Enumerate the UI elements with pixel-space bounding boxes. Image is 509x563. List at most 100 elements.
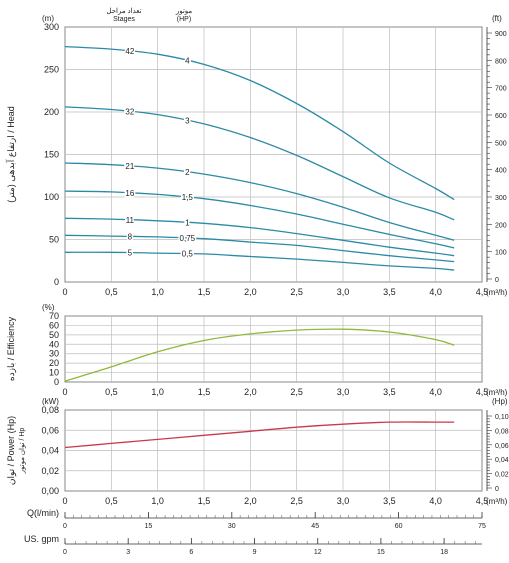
extra-axis-tick-label: 15: [145, 523, 153, 530]
x-tick-label: 2,0: [244, 387, 257, 397]
extra-axis-title: Q(l/min): [27, 508, 59, 518]
panel-power: 0 0,5 1,0 1,5 2,0 2,5 3,0 3,5 4,0 4,5(m³/h) 0,00 0,…: [6, 397, 509, 506]
hp-label: 1,5: [182, 193, 194, 202]
x-tick-label: 2,0: [244, 496, 257, 506]
x-tick-label: 0: [62, 496, 67, 506]
extra-axis-tick-label: 60: [395, 523, 403, 530]
x-tick-label: 4,5: [476, 496, 489, 506]
y-tick-label: 150: [44, 150, 59, 160]
extra-axis-0: 0 15 30 45 60 75 Q(l/min): [27, 508, 486, 530]
x-tick-label: 0,5: [105, 496, 118, 506]
right-tick-label: 700: [495, 86, 507, 93]
right-tick-label: 0: [495, 277, 499, 284]
x-tick-label: 1,0: [151, 287, 164, 297]
x-tick-label: 1,0: [151, 496, 164, 506]
y-tick-label: 70: [49, 311, 59, 321]
y-tick-label: 0,06: [41, 425, 59, 435]
panel-efficiency: 0 0,5 1,0 1,5 2,0 2,5 3,0 3,5 4,0 4,5(m³/h) 010203…: [6, 303, 508, 397]
stages-label: 16: [125, 189, 134, 198]
y-unit-label: (m): [42, 14, 54, 23]
head-curve-16-stages: [64, 190, 455, 249]
right-tick-label: 500: [495, 140, 507, 147]
y-tick-label: 50: [49, 235, 59, 245]
x-tick-label: 1,5: [198, 287, 211, 297]
y-tick-label: 60: [49, 320, 59, 330]
x-tick-label: 1,5: [198, 496, 211, 506]
right-tick-label: 300: [495, 195, 507, 202]
x-tick-label: 3,5: [383, 387, 396, 397]
x-unit-label: (m³/h): [486, 388, 508, 397]
y-unit-label: (kW): [42, 397, 59, 406]
y-axis-subtitle: توان موتور / Hp: [18, 428, 26, 475]
right-tick-label: 0,10: [495, 414, 509, 421]
right-tick-label: 0,04: [495, 457, 509, 464]
stages-label: 11: [126, 216, 135, 225]
x-tick-label: 3,5: [383, 496, 396, 506]
y-tick-label: 10: [49, 368, 59, 378]
x-tick-label: 3,0: [337, 387, 350, 397]
x-tick-label: 1,0: [151, 387, 164, 397]
extra-axis-1: 0 3 6 9 12 15 18 US. gpm: [24, 534, 482, 556]
extra-axis-tick-label: 75: [478, 523, 486, 530]
hp-label: 3: [185, 117, 190, 126]
right-tick-label: 800: [495, 58, 507, 65]
right-tick-label: 200: [495, 222, 507, 229]
y-tick-label: 200: [44, 107, 59, 117]
hp-label: 4: [185, 57, 190, 66]
hp-label: 2: [185, 168, 190, 177]
stages-label: 5: [128, 249, 133, 258]
stages-header-fa: تعداد مراحل: [106, 7, 141, 15]
y-axis-title: (متر) ارتفاع آبدهی / Head: [5, 106, 17, 203]
x-tick-label: 0: [62, 387, 67, 397]
head-curve-11-stages: [64, 217, 455, 257]
head-curve-8-stages: [64, 234, 455, 263]
extra-axis-title: US. gpm: [24, 534, 59, 544]
right-unit-label: (Hp): [492, 397, 508, 406]
head-curve-5-stages: [64, 251, 455, 271]
right-tick-label: 0,02: [495, 472, 509, 479]
extra-axis-tick-label: 45: [311, 523, 319, 530]
extra-axis-tick-label: 0: [63, 549, 67, 556]
head-curve-42-stages: [64, 45, 455, 201]
right-tick-label: 900: [495, 31, 507, 38]
x-tick-label: 4,0: [429, 287, 442, 297]
y-tick-label: 300: [44, 22, 59, 32]
y-tick-label: 0: [54, 377, 59, 387]
head-curve-21-stages: [64, 162, 455, 241]
head-curve-32-stages: [64, 106, 455, 221]
stages-label: 32: [125, 107, 134, 116]
x-tick-label: 2,0: [244, 287, 257, 297]
extra-axis-tick-label: 15: [377, 549, 385, 556]
x-tick-label: 2,5: [290, 287, 303, 297]
y-tick-label: 30: [49, 349, 59, 359]
right-tick-label: 0: [495, 486, 499, 493]
stages-label: 42: [125, 47, 134, 56]
y-tick-label: 0: [54, 277, 59, 287]
panel-head: 0 0,5 1,0 1,5 2,0 2,5 3,0 3,5 4,0 4,5(m³/h)050100…: [5, 14, 508, 297]
right-tick-label: 400: [495, 168, 507, 175]
x-tick-label: 2,5: [290, 387, 303, 397]
hp-label: 0,5: [182, 250, 194, 259]
x-tick-label: 4,5: [476, 287, 489, 297]
x-tick-label: 4,0: [429, 387, 442, 397]
extra-axis-tick-label: 0: [63, 523, 67, 530]
extra-axis-tick-label: 30: [228, 523, 236, 530]
efficiency-curve: [64, 328, 455, 382]
y-unit-label: (%): [42, 303, 55, 312]
y-tick-label: 0,08: [41, 405, 59, 415]
extra-axis-tick-label: 9: [253, 549, 257, 556]
y-axis-title: بازده / Efficiency: [6, 316, 17, 381]
y-tick-label: 0,04: [41, 446, 59, 456]
y-tick-label: 100: [44, 192, 59, 202]
power-curve: [64, 421, 455, 449]
y-tick-label: 0,02: [41, 466, 59, 476]
x-tick-label: 4,0: [429, 496, 442, 506]
x-tick-label: 1,5: [198, 387, 211, 397]
motor-header-en: (HP): [177, 16, 191, 23]
y-tick-label: 0,00: [41, 486, 59, 496]
extra-axis-tick-label: 18: [440, 549, 448, 556]
extra-axis-tick-label: 6: [189, 549, 193, 556]
x-tick-label: 2,5: [290, 496, 303, 506]
